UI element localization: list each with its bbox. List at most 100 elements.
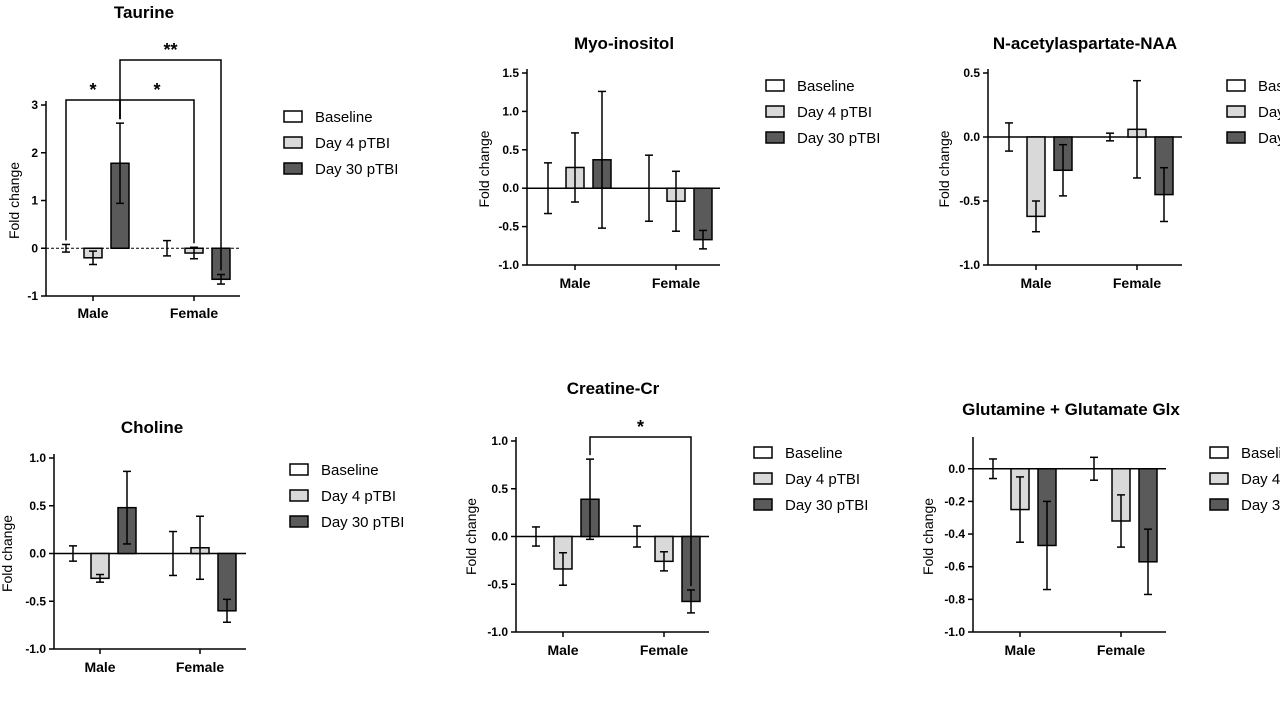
error-bar bbox=[687, 589, 695, 614]
y-axis-label: Fold change bbox=[476, 130, 492, 207]
y-tick-label: -0.5 bbox=[487, 577, 508, 591]
significance-line bbox=[119, 59, 222, 271]
legend-label: Day 4 pTBI bbox=[315, 135, 390, 152]
legend-label: Baseline bbox=[785, 445, 843, 462]
y-tick-label: 0.0 bbox=[948, 462, 965, 476]
error-bar bbox=[645, 154, 653, 222]
legend-label: Day 4 pTBI bbox=[1241, 471, 1280, 488]
legend-label: Day 30 pTBI bbox=[321, 514, 404, 531]
y-tick-label: -0.5 bbox=[25, 594, 46, 608]
category-label-male: Male bbox=[1004, 642, 1035, 658]
y-axis-label: Fold change bbox=[6, 162, 22, 239]
error-bar bbox=[62, 243, 70, 253]
legend-swatch bbox=[765, 79, 785, 92]
chart-panel-6: Glutamine + Glutamate Glx Fold change -1.0… bbox=[920, 400, 1280, 658]
y-tick-label: 1.0 bbox=[29, 451, 46, 465]
error-bar bbox=[96, 573, 104, 583]
error-bar bbox=[190, 246, 198, 260]
legend-label: Baseline bbox=[315, 109, 373, 126]
error-bar bbox=[989, 458, 997, 480]
error-bar bbox=[660, 551, 668, 572]
y-tick-label: 3 bbox=[31, 98, 38, 112]
error-bar bbox=[1059, 143, 1067, 197]
y-axis-label: Fold change bbox=[463, 498, 479, 575]
error-bar bbox=[1106, 132, 1114, 142]
legend-swatch bbox=[753, 446, 773, 459]
category-label-female: Female bbox=[652, 275, 700, 291]
legend-swatch bbox=[283, 136, 303, 149]
legend-swatch bbox=[1209, 498, 1229, 511]
legend-swatch bbox=[765, 105, 785, 118]
legend-label: Baseline bbox=[321, 462, 379, 479]
error-bar bbox=[672, 170, 680, 232]
y-tick-label: 0.5 bbox=[491, 482, 508, 496]
error-bar bbox=[1005, 122, 1013, 152]
legend-swatch bbox=[1226, 131, 1246, 144]
legend-label: Day 4 pTBI bbox=[785, 471, 860, 488]
error-bar bbox=[1043, 500, 1051, 591]
legend-swatch bbox=[289, 489, 309, 502]
error-bar bbox=[1016, 476, 1024, 543]
category-label-male: Male bbox=[84, 659, 115, 675]
category-label-female: Female bbox=[1113, 275, 1161, 291]
legend-label: Baseline bbox=[797, 78, 855, 95]
legend-swatch bbox=[1226, 105, 1246, 118]
y-tick-label: 0 bbox=[31, 241, 38, 255]
error-bar bbox=[699, 229, 707, 250]
error-bar bbox=[633, 525, 641, 548]
legend-swatch bbox=[1209, 446, 1229, 459]
error-bar bbox=[163, 239, 171, 257]
error-bar bbox=[223, 598, 231, 624]
significance-bracket: * bbox=[589, 417, 692, 586]
y-tick-label: -0.8 bbox=[944, 592, 965, 606]
y-tick-label: 0.0 bbox=[29, 547, 46, 561]
significance-bracket: ** bbox=[119, 40, 222, 271]
y-tick-label: -0.5 bbox=[959, 194, 980, 208]
legend-label: Day 4 pTBI bbox=[321, 488, 396, 505]
category-label-female: Female bbox=[1097, 642, 1145, 658]
y-tick-label: -0.6 bbox=[944, 560, 965, 574]
y-axis-label: Fold change bbox=[0, 515, 15, 592]
chart-title: Creatine-Cr bbox=[567, 379, 660, 398]
error-bar bbox=[1032, 200, 1040, 233]
significance-line bbox=[119, 99, 195, 244]
chart-title: Taurine bbox=[114, 3, 174, 22]
significance-label: ** bbox=[163, 40, 177, 60]
y-tick-label: -1.0 bbox=[25, 642, 46, 656]
chart-title: Choline bbox=[121, 418, 183, 437]
error-bar bbox=[123, 470, 131, 545]
chart-title: N-acetylaspartate-NAA bbox=[993, 34, 1177, 53]
y-tick-label: 2 bbox=[31, 146, 38, 160]
legend: Baseline Day 4 pTBI Day 30 pTBI bbox=[1226, 78, 1280, 147]
y-tick-label: 0.5 bbox=[502, 143, 519, 157]
error-bar bbox=[116, 122, 124, 205]
y-tick-label: 1.0 bbox=[502, 104, 519, 118]
error-bar bbox=[1090, 456, 1098, 481]
y-tick-label: 1.0 bbox=[491, 434, 508, 448]
significance-bracket: * bbox=[119, 80, 195, 244]
y-tick-label: -0.2 bbox=[944, 494, 965, 508]
legend: Baseline Day 4 pTBI Day 30 pTBI bbox=[753, 445, 868, 514]
error-bar bbox=[571, 132, 579, 203]
legend: Baseline Day 4 pTBI Day 30 pTBI bbox=[765, 78, 880, 147]
legend-label: Day 30 pTBI bbox=[785, 497, 868, 514]
legend-swatch bbox=[283, 110, 303, 123]
significance-line bbox=[589, 436, 692, 586]
legend: Baseline Day 4 pTBI Day 30 pTBI bbox=[1209, 445, 1280, 514]
legend-label: Day 4 pTBI bbox=[1258, 104, 1280, 121]
y-tick-label: 0.5 bbox=[29, 499, 46, 513]
significance-label: * bbox=[153, 80, 160, 100]
error-bar bbox=[598, 90, 606, 229]
category-label-female: Female bbox=[176, 659, 224, 675]
y-tick-label: 1.5 bbox=[502, 66, 519, 80]
legend-label: Day 4 pTBI bbox=[797, 104, 872, 121]
category-label-male: Male bbox=[547, 642, 578, 658]
legend-swatch bbox=[289, 463, 309, 476]
category-label-female: Female bbox=[170, 305, 218, 321]
legend-label: Baseline bbox=[1241, 445, 1280, 462]
legend-label: Day 30 pTBI bbox=[797, 130, 880, 147]
category-label-male: Male bbox=[559, 275, 590, 291]
error-bar bbox=[1117, 494, 1125, 548]
legend-label: Day 30 pTBI bbox=[1241, 497, 1280, 514]
